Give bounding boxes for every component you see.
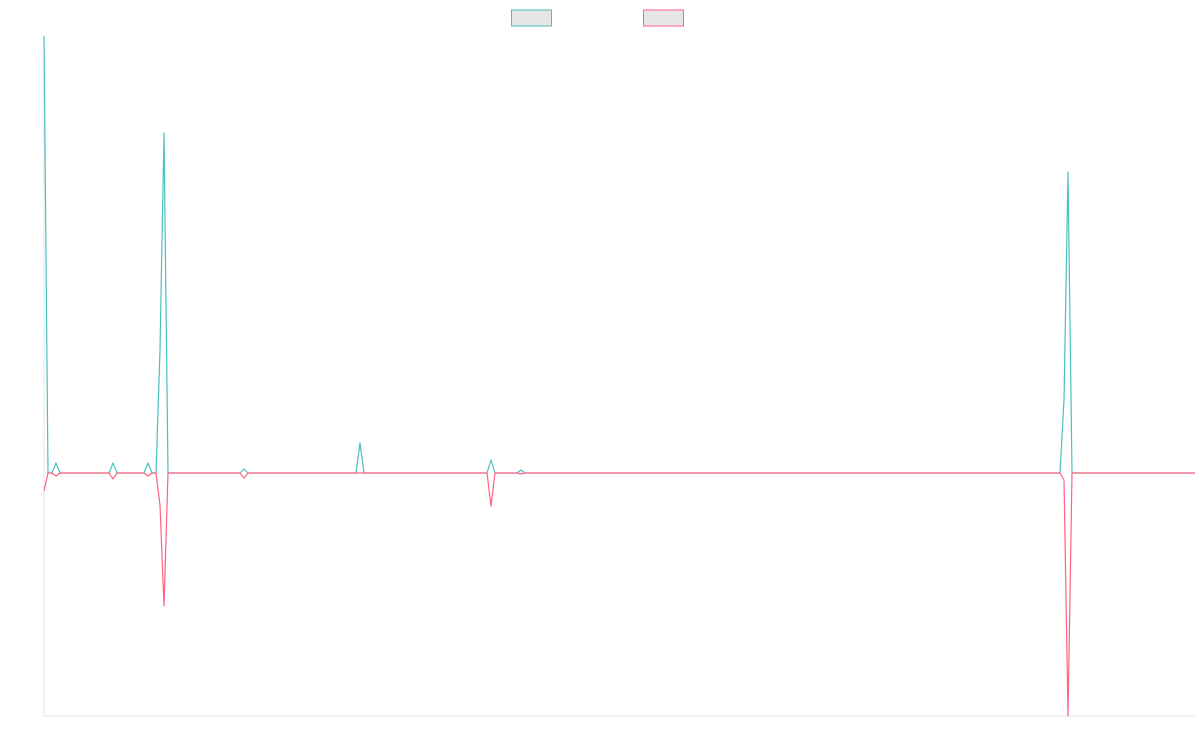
legend-swatch — [511, 9, 552, 27]
legend-swatch — [643, 9, 684, 27]
series-line — [43, 472, 1195, 717]
series-line — [43, 35, 1195, 474]
